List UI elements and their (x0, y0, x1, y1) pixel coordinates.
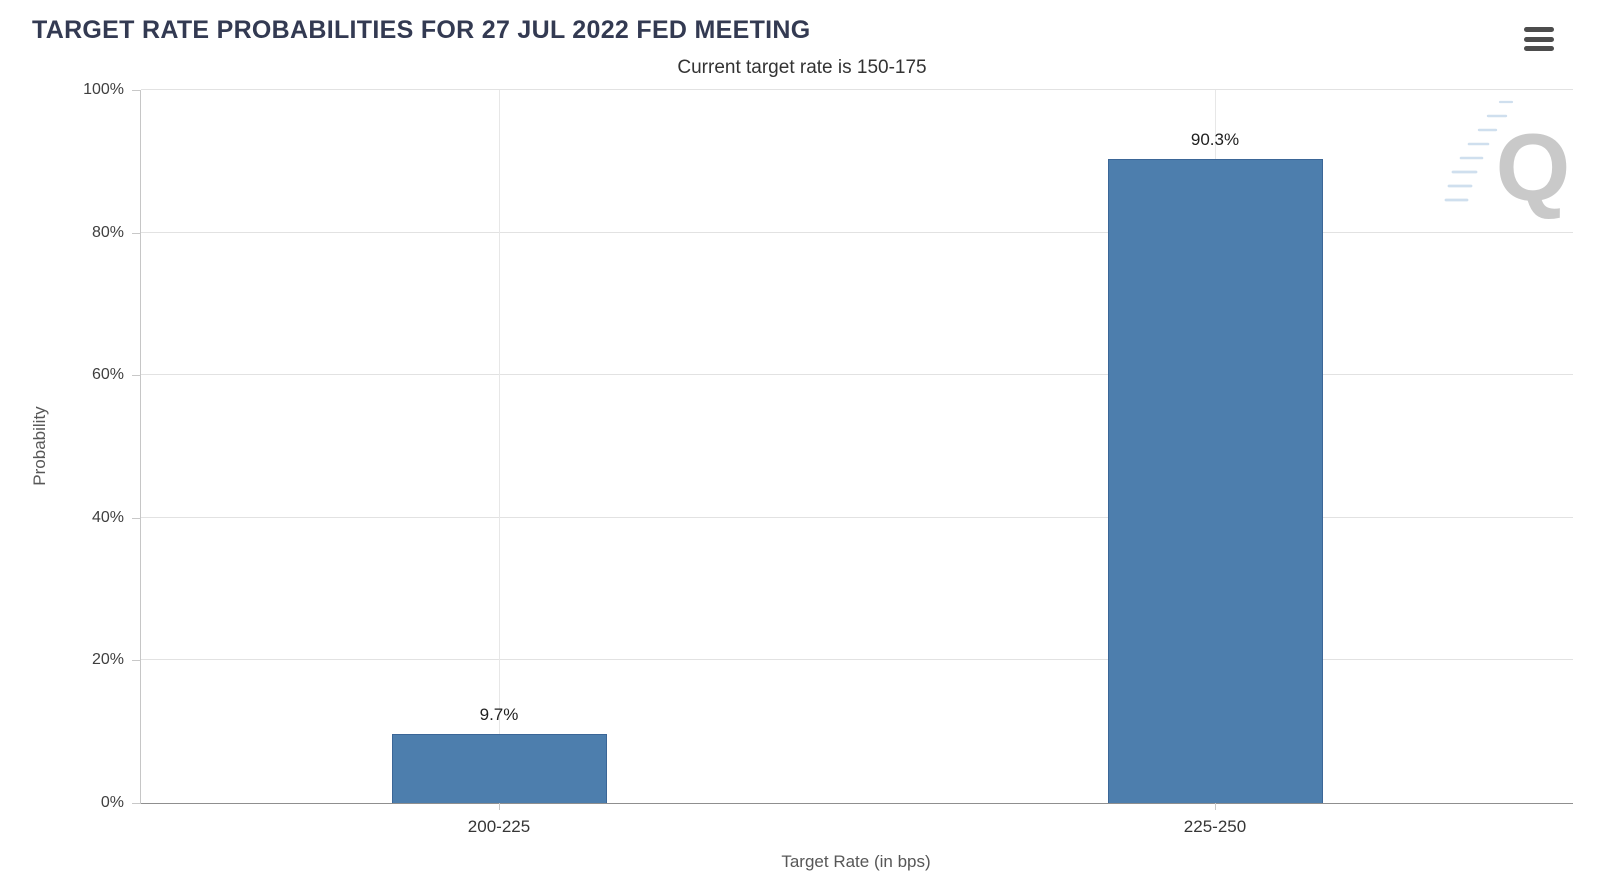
x-axis-title: Target Rate (in bps) (781, 852, 931, 871)
hamburger-menu-icon[interactable] (1524, 26, 1556, 52)
x-category-label: 200-225 (467, 817, 531, 836)
x-category-label: 225-250 (1183, 817, 1247, 836)
y-tick-label: 80% (91, 223, 124, 241)
x-tick-mark (1215, 803, 1216, 810)
x-gridline (499, 90, 500, 803)
y-tick-mark (132, 375, 141, 377)
chart-subtitle: Current target rate is 150-175 (677, 57, 927, 78)
bar-225-250 (1107, 159, 1323, 803)
y-axis-title: Probability (30, 406, 49, 486)
y-tick-label: 100% (83, 81, 124, 98)
bar-value-label: 9.7% (479, 705, 519, 724)
y-gridline (141, 374, 1573, 376)
y-gridline (141, 659, 1573, 661)
plot-area: 0% 20% 40% 60% 80% 100% 9.7% 200-225 90.3% 225-25… (83, 81, 1573, 836)
y-tick-label: 0% (100, 794, 124, 811)
bar-value-label: 90.3% (1190, 130, 1240, 149)
y-tick-mark (132, 517, 141, 519)
y-tick-mark (132, 660, 141, 662)
y-tick-mark (132, 803, 141, 804)
y-tick-label: 20% (91, 651, 124, 669)
hamburger-bar (1524, 36, 1554, 42)
y-gridline (141, 89, 1573, 90)
y-tick-label: 40% (91, 508, 124, 526)
hamburger-bar (1524, 27, 1554, 32)
y-tick-mark (132, 232, 141, 234)
hamburger-bar (1524, 46, 1554, 51)
y-gridline (141, 516, 1573, 518)
y-gridline (141, 231, 1573, 233)
y-tick-label: 60% (91, 366, 124, 384)
bar-200-225 (391, 734, 607, 803)
y-tick-mark (132, 90, 141, 91)
chart-title: TARGET RATE PROBABILITIES FOR 27 JUL 202… (32, 16, 811, 44)
x-tick-mark (499, 803, 500, 810)
